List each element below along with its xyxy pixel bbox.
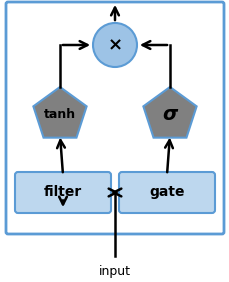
FancyBboxPatch shape [118,172,214,213]
Polygon shape [33,87,86,138]
Text: tanh: tanh [44,109,76,122]
Text: gate: gate [149,186,184,199]
Text: σ: σ [162,105,177,124]
FancyBboxPatch shape [6,2,223,234]
Circle shape [93,23,136,67]
FancyBboxPatch shape [15,172,111,213]
Polygon shape [143,87,196,138]
Text: ×: × [107,36,122,54]
Text: input: input [98,265,131,279]
Text: filter: filter [44,186,82,199]
